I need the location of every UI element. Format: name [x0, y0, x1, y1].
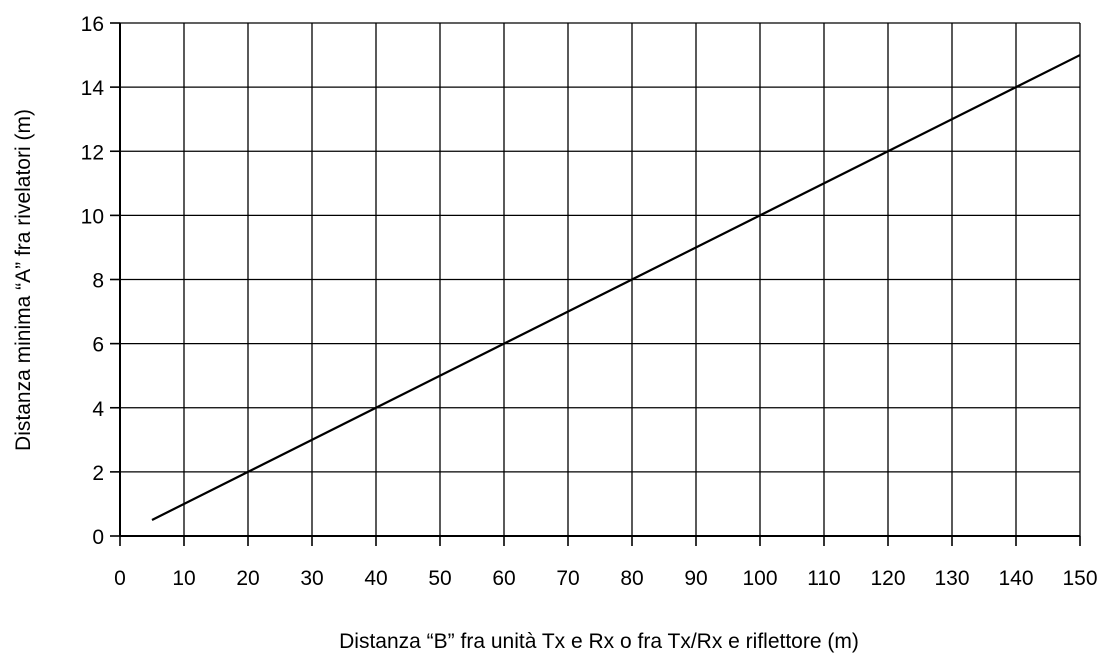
- y-tick-label: 14: [81, 77, 105, 100]
- x-tick-label: 100: [742, 567, 777, 590]
- x-tick-label: 60: [492, 567, 515, 590]
- x-axis-title: Distanza “B” fra unità Tx e Rx o fra Tx/…: [339, 630, 859, 653]
- series-line: [151, 54, 1081, 521]
- y-tick-label: 0: [92, 526, 104, 549]
- x-tick-label: 50: [428, 567, 451, 590]
- x-tick-label: 70: [556, 567, 579, 590]
- y-tick-label: 12: [81, 141, 104, 164]
- y-tick-label: 2: [92, 462, 104, 485]
- x-tick-label: 40: [364, 567, 387, 590]
- x-tick-label: 10: [172, 567, 195, 590]
- x-tick-label: 130: [934, 567, 969, 590]
- y-tick-label: 16: [81, 13, 104, 36]
- x-tick-label: 20: [236, 567, 259, 590]
- x-tick-label: 150: [1062, 567, 1097, 590]
- y-axis-title: Distanza minima “A” fra rivelatori (m): [12, 109, 35, 451]
- y-tick-labels: 0 2 4 6 8 10 12 14 16: [81, 13, 105, 549]
- y-tick-label: 6: [92, 334, 104, 357]
- x-tick-label: 30: [300, 567, 323, 590]
- y-tick-label: 4: [92, 398, 104, 421]
- x-tick-label: 140: [998, 567, 1033, 590]
- x-tick-label: 0: [114, 567, 126, 590]
- axes: [110, 22, 1081, 546]
- x-tick-label: 110: [807, 567, 840, 590]
- x-tick-label: 90: [684, 567, 707, 590]
- y-tick-label: 8: [92, 270, 104, 293]
- grid: [120, 22, 1081, 536]
- x-tick-label: 120: [870, 567, 905, 590]
- x-tick-label: 80: [620, 567, 643, 590]
- x-tick-labels: 0 10 20 30 40 50 60 70 80 90 100 110 120 130 140 150: [114, 567, 1097, 590]
- series-layer: [151, 54, 1081, 521]
- y-tick-label: 10: [81, 205, 104, 228]
